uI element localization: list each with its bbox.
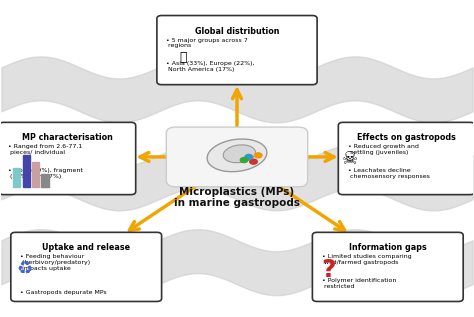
Text: Information gaps: Information gaps <box>349 243 427 252</box>
Text: ♻: ♻ <box>17 261 33 279</box>
Circle shape <box>250 159 257 164</box>
FancyBboxPatch shape <box>166 127 308 187</box>
Bar <box>32 162 39 187</box>
Text: • Limited studies comparing
 wild/farmed gastropods: • Limited studies comparing wild/farmed … <box>322 254 411 265</box>
FancyBboxPatch shape <box>11 232 162 301</box>
FancyBboxPatch shape <box>157 16 317 85</box>
Text: • 5 major groups across 7
 regions: • 5 major groups across 7 regions <box>166 37 248 48</box>
Ellipse shape <box>223 145 255 163</box>
Text: • Gastropods depurate MPs: • Gastropods depurate MPs <box>20 290 107 295</box>
Text: MP characterisation: MP characterisation <box>22 133 113 142</box>
Text: • Polymer identification
 restricted: • Polymer identification restricted <box>322 278 396 289</box>
Text: ☠: ☠ <box>342 150 358 167</box>
Text: Effects on gastropods: Effects on gastropods <box>357 133 456 142</box>
Ellipse shape <box>207 139 267 172</box>
Bar <box>23 155 30 187</box>
Text: • Asia (33%), Europe (22%),
 North America (17%): • Asia (33%), Europe (22%), North Americ… <box>166 61 255 72</box>
Text: • Leachates decline
 chemosensory responses: • Leachates decline chemosensory respons… <box>348 168 429 179</box>
Bar <box>13 168 20 187</box>
Bar <box>41 174 48 187</box>
Text: Microplastics (MPs)
in marine gastropods: Microplastics (MPs) in marine gastropods <box>174 187 300 208</box>
Text: Uptake and release: Uptake and release <box>42 243 130 252</box>
Circle shape <box>255 153 262 158</box>
FancyBboxPatch shape <box>338 122 474 195</box>
Circle shape <box>240 158 248 163</box>
Text: • Fiber (69%), fragment
 (22%), film (7%): • Fiber (69%), fragment (22%), film (7%) <box>9 168 83 179</box>
FancyBboxPatch shape <box>312 232 463 301</box>
Text: • Reduced growth and
 settling (juveniles): • Reduced growth and settling (juveniles… <box>348 144 419 155</box>
FancyBboxPatch shape <box>0 122 136 195</box>
Circle shape <box>245 154 253 159</box>
Text: • Feeding behaviour
 (herbivory/predatory)
 impacts uptake: • Feeding behaviour (herbivory/predatory… <box>20 254 91 271</box>
Text: 🌐: 🌐 <box>179 51 187 64</box>
Text: Global distribution: Global distribution <box>195 27 279 36</box>
Text: • Ranged from 2.6-77.1
 pieces/ individual: • Ranged from 2.6-77.1 pieces/ individua… <box>9 144 82 155</box>
Text: ?: ? <box>322 258 336 282</box>
